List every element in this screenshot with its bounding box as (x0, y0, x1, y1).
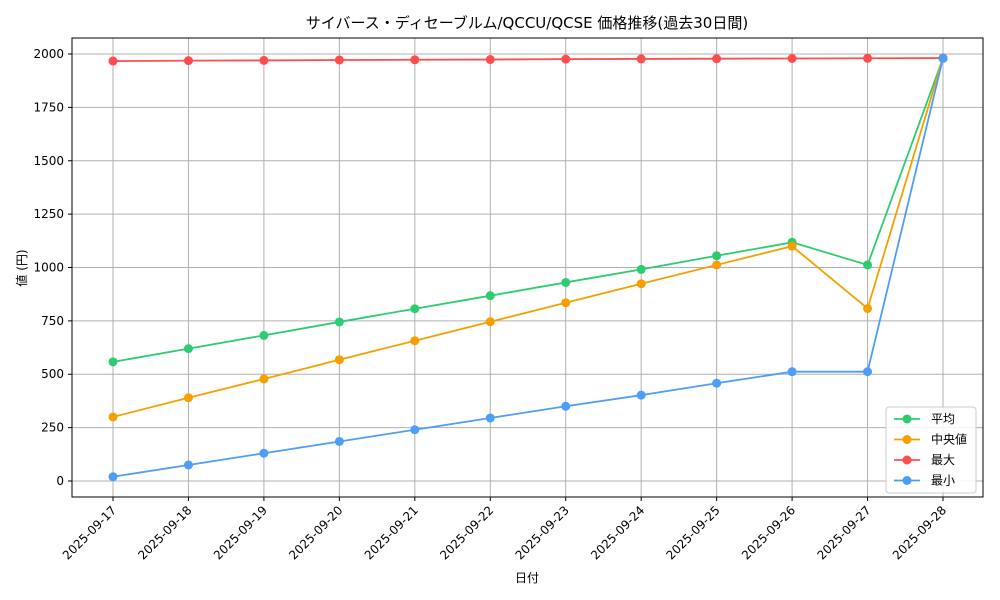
legend-box (885, 406, 977, 494)
data-point (863, 303, 873, 313)
y-axis-label: 値 (円) (14, 249, 29, 286)
legend-label: 最小 (931, 474, 955, 488)
data-point (183, 56, 193, 66)
legend-item: 最大 (894, 453, 955, 467)
data-point (787, 367, 797, 377)
y-tick-label: 1250 (33, 207, 64, 221)
data-point (561, 298, 571, 308)
data-point (183, 460, 193, 470)
x-tick-label: 2025-09-23 (513, 503, 572, 562)
x-axis-label: 日付 (515, 571, 539, 585)
x-tick-label: 2025-09-27 (814, 503, 873, 562)
data-point (334, 317, 344, 327)
x-tick-label: 2025-09-26 (739, 503, 798, 562)
data-point (863, 53, 873, 63)
legend-label: 平均 (931, 412, 955, 426)
data-point (485, 317, 495, 327)
data-point (410, 336, 420, 346)
x-tick-label: 2025-09-22 (437, 503, 496, 562)
y-tick-label: 1500 (33, 154, 64, 168)
legend-label: 中央値 (931, 432, 967, 447)
x-tick-label: 2025-09-24 (588, 503, 647, 562)
data-point (787, 53, 797, 63)
data-point (561, 54, 571, 64)
series-2 (108, 53, 948, 66)
data-point (259, 374, 269, 384)
legend-label: 最大 (931, 453, 955, 467)
data-point (712, 54, 722, 64)
y-tick-label: 500 (41, 367, 64, 381)
series-group (108, 53, 948, 482)
series-line (112, 58, 944, 478)
data-point (259, 330, 269, 340)
data-point (712, 251, 722, 261)
x-tick-label: 2025-09-17 (60, 503, 119, 562)
data-point (561, 277, 571, 287)
y-tick-label: 250 (41, 421, 64, 435)
x-axis: 2025-09-17 2025-09-18 2025-09-19 2025-09-20… (60, 497, 949, 562)
data-point (712, 378, 722, 388)
x-tick-label: 2025-09-21 (362, 503, 421, 562)
chart-title: サイバース・ディセーブルム/QCCU/QCSE 価格推移(過去30日間) (306, 14, 748, 32)
series-line (112, 58, 944, 418)
series-line (112, 57, 944, 62)
data-point (485, 55, 495, 65)
y-axis: 0 250 500 750 1000 1250 1500 1750 2000 (33, 47, 72, 488)
data-point (636, 264, 646, 274)
data-point (334, 55, 344, 65)
legend-swatch-marker (902, 435, 912, 444)
data-point (863, 367, 873, 377)
data-point (108, 412, 118, 422)
series-0 (108, 53, 948, 367)
data-point (183, 344, 193, 354)
x-tick-label: 2025-09-20 (286, 503, 345, 562)
data-point (334, 436, 344, 446)
x-tick-label: 2025-09-25 (664, 503, 723, 562)
legend-swatch-marker (902, 414, 912, 424)
data-point (485, 413, 495, 423)
y-tick-label: 1000 (33, 261, 64, 275)
legend-swatch-marker (902, 455, 912, 465)
data-point (259, 55, 269, 65)
data-point (636, 54, 646, 64)
y-tick-label: 0 (56, 474, 64, 488)
y-tick-label: 750 (41, 314, 64, 328)
data-point (410, 425, 420, 435)
x-tick-label: 2025-09-19 (211, 503, 270, 562)
x-tick-label: 2025-09-18 (135, 503, 194, 562)
data-point (787, 241, 797, 251)
data-point (183, 393, 193, 403)
y-tick-label: 2000 (33, 47, 64, 61)
legend-swatch-marker (902, 476, 912, 485)
grid (72, 38, 983, 497)
legend-item: 最小 (894, 474, 955, 488)
data-point (108, 357, 118, 367)
legend-item: 平均 (894, 412, 955, 426)
data-point (410, 55, 420, 65)
data-point (485, 291, 495, 301)
data-point (863, 260, 873, 270)
data-point (410, 304, 420, 314)
data-point (636, 390, 646, 400)
data-point (712, 260, 722, 270)
data-point (334, 355, 344, 365)
y-tick-label: 1750 (33, 100, 64, 114)
data-point (938, 53, 948, 63)
series-line (112, 57, 944, 363)
data-point (636, 279, 646, 289)
data-point (259, 448, 269, 458)
legend-item: 中央値 (894, 432, 967, 447)
x-tick-label: 2025-09-28 (890, 503, 949, 562)
data-point (108, 56, 118, 66)
data-point (561, 401, 571, 411)
data-point (108, 472, 118, 482)
series-3 (108, 53, 948, 482)
series-1 (108, 53, 948, 422)
